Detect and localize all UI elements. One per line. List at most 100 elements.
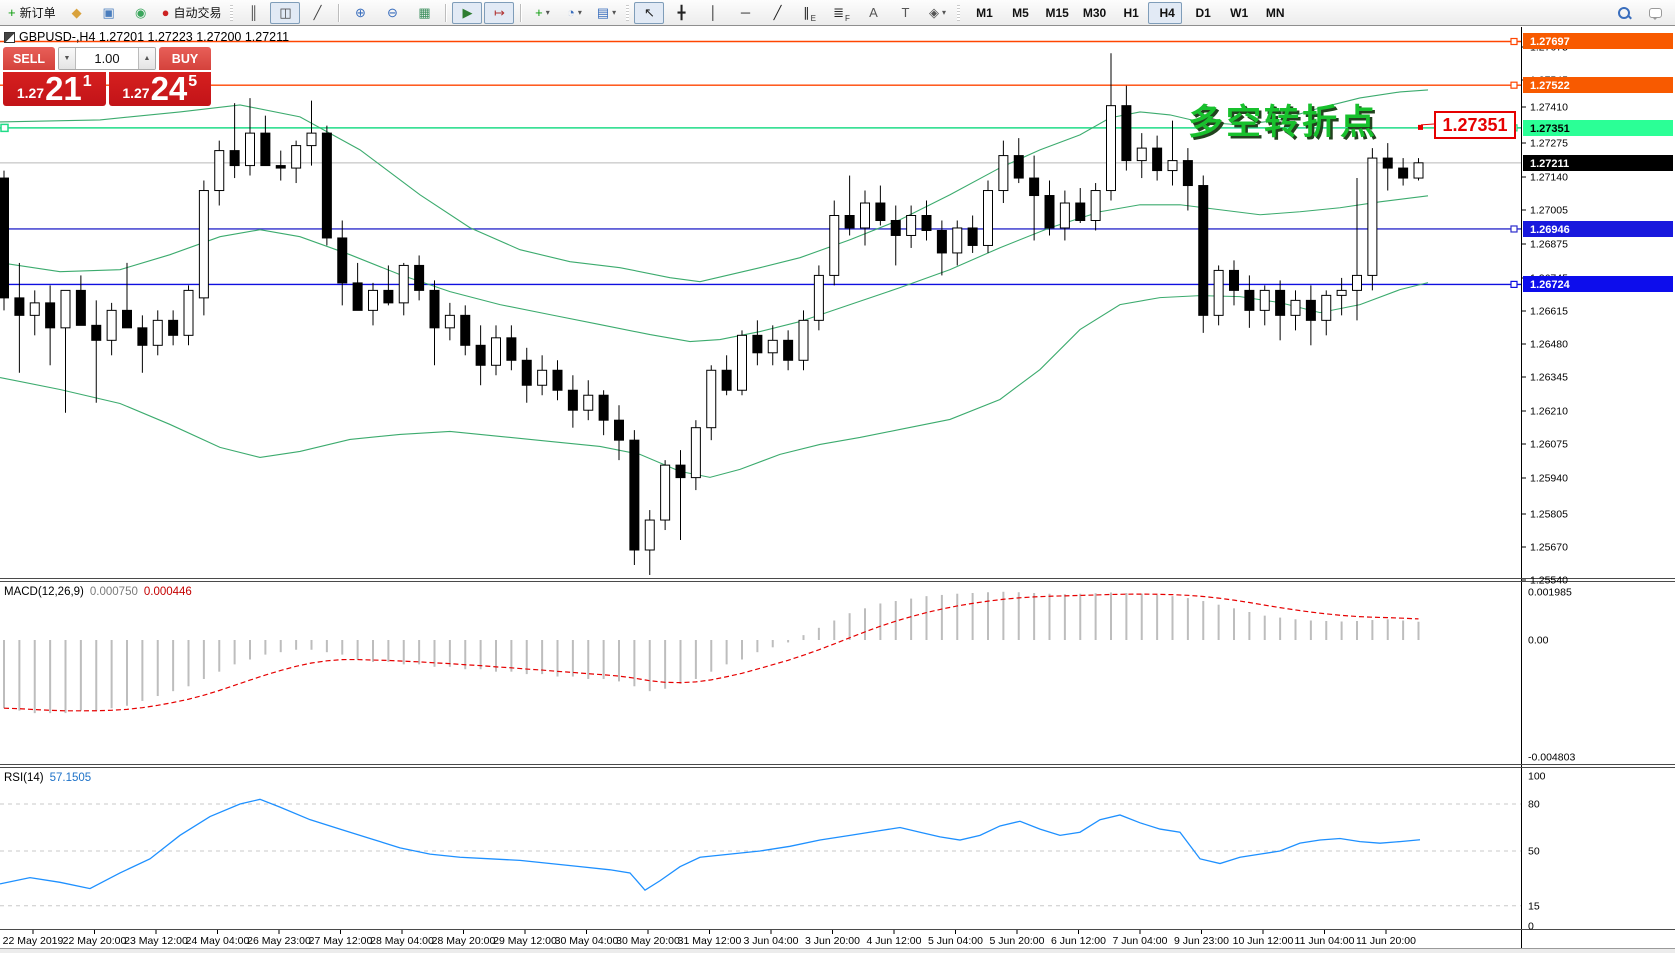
cursor-icon[interactable]: ↖: [634, 1, 665, 24]
svg-text:1.26075: 1.26075: [1530, 439, 1568, 451]
tile-windows-icon: ▦: [418, 5, 431, 20]
chart-canvas[interactable]: 1.276751.275451.274101.272751.271401.270…: [0, 27, 1675, 953]
svg-text:28 May 20:00: 28 May 20:00: [432, 935, 496, 947]
price-axis[interactable]: 1.276751.275451.274101.272751.271401.270…: [1521, 33, 1673, 933]
crosshair-icon[interactable]: ╋: [666, 2, 696, 24]
svg-text:1.26210: 1.26210: [1530, 406, 1568, 418]
macd-main-value: 0.000750: [89, 586, 138, 598]
auto-scroll-icon[interactable]: ▶: [452, 1, 483, 24]
svg-text:22 May 2019: 22 May 2019: [3, 935, 64, 947]
svg-text:27 May 12:00: 27 May 12:00: [309, 935, 373, 947]
autotrading-button[interactable]: ● 自动交易: [158, 2, 226, 24]
chart-shift-icon[interactable]: ↦: [484, 1, 515, 24]
profiles-icon[interactable]: ▣: [94, 2, 124, 24]
volume-down-button[interactable]: ▼: [59, 48, 76, 69]
chevron-down-icon[interactable]: ▾: [941, 8, 946, 17]
symbol-ohlc-text: GBPUSD-,H4 1.27201 1.27223 1.27200 1.272…: [19, 30, 290, 44]
zoom-in-icon[interactable]: ⊕: [345, 2, 375, 24]
arrows-icon[interactable]: ◈ ▾: [922, 2, 952, 24]
sell-price[interactable]: 1.27 21 1: [3, 72, 106, 106]
text-icon[interactable]: A: [858, 2, 888, 24]
zoom-out-icon[interactable]: ⊖: [377, 2, 407, 24]
svg-text:1.27697: 1.27697: [1530, 36, 1570, 48]
volume-stepper[interactable]: ▼ 1.00 ▲: [58, 47, 156, 70]
new-order-button[interactable]: + 新订单: [4, 2, 60, 24]
cursor-icon: ↖: [644, 5, 655, 20]
rsi-indicator-label: RSI(14) 57.1505: [4, 772, 91, 784]
timeframe-h4-label: H4: [1159, 5, 1175, 20]
svg-text:30 May 04:00: 30 May 04:00: [555, 935, 619, 947]
svg-text:80: 80: [1528, 799, 1540, 811]
buy-button[interactable]: BUY: [159, 47, 211, 70]
candlestick-chart-icon: ◫: [279, 5, 292, 20]
rsi-pane[interactable]: [0, 798, 1521, 907]
chevron-down-icon[interactable]: ▾: [612, 8, 617, 17]
chat-icon-button[interactable]: [1641, 2, 1671, 24]
svg-text:1.26946: 1.26946: [1530, 224, 1570, 236]
macd-pane[interactable]: [3, 591, 1420, 714]
svg-text:1.27005: 1.27005: [1530, 205, 1568, 217]
trendline-icon[interactable]: ╱: [762, 2, 792, 24]
timeframe-mn-label: MN: [1265, 5, 1285, 20]
signals-icon[interactable]: ◉: [126, 2, 156, 24]
svg-text:24 May 04:00: 24 May 04:00: [186, 935, 250, 947]
trendline-icon: ╱: [773, 5, 782, 20]
search-icon-button[interactable]: [1609, 2, 1639, 24]
svg-text:10 Jun 12:00: 10 Jun 12:00: [1233, 935, 1294, 947]
sell-price-pips: 21: [45, 70, 82, 108]
text-icon: A: [869, 5, 878, 20]
timeframe-m15-label: M15: [1045, 5, 1069, 20]
timeframe-w1[interactable]: W1: [1220, 2, 1254, 24]
indicators-icon[interactable]: + ▾: [527, 2, 557, 24]
timeframe-m30[interactable]: M30: [1075, 2, 1110, 24]
vertical-line-icon[interactable]: │: [698, 2, 728, 24]
svg-text:1.25540: 1.25540: [1530, 575, 1568, 587]
text-label-icon[interactable]: T: [890, 2, 920, 24]
svg-text:1.26345: 1.26345: [1530, 372, 1568, 384]
fibonacci-icon[interactable]: ≣ F: [826, 2, 856, 24]
buy-price-handle: 1.27: [122, 85, 150, 101]
bar-chart-icon[interactable]: ║: [238, 2, 268, 24]
timeframe-h1[interactable]: H1: [1112, 2, 1146, 24]
chevron-down-icon[interactable]: ▾: [577, 8, 582, 17]
autotrading-button-label: 自动交易: [173, 6, 222, 20]
sell-button[interactable]: SELL: [3, 47, 55, 70]
timeframe-h4[interactable]: H4: [1148, 1, 1183, 24]
equidistant-channel-icon[interactable]: ∥ E: [794, 2, 824, 24]
templates-icon[interactable]: ▤ ▾: [591, 2, 621, 24]
rsi-value: 57.1505: [49, 772, 92, 784]
profiles-icon: ▣: [102, 5, 115, 20]
timeframe-m5-label: M5: [1012, 5, 1029, 20]
tile-windows-icon[interactable]: ▦: [409, 2, 439, 24]
svg-text:7 Jun 04:00: 7 Jun 04:00: [1113, 935, 1168, 947]
toolbar-grip: [957, 4, 961, 21]
price-level-label[interactable]: 1.27351: [1434, 111, 1516, 139]
horizontal-line-icon[interactable]: ─: [730, 2, 760, 24]
one-click-trading-panel: SELL ▼ 1.00 ▲ BUY 1.27 21 1 1.27 24 5: [3, 47, 211, 106]
svg-text:1.27410: 1.27410: [1530, 102, 1568, 114]
timeframe-mn[interactable]: MN: [1256, 2, 1290, 24]
chevron-down-icon[interactable]: ▾: [545, 8, 550, 17]
svg-text:0.00: 0.00: [1528, 635, 1549, 647]
timeframe-m15[interactable]: M15: [1037, 2, 1072, 24]
svg-text:15: 15: [1528, 901, 1540, 913]
rsi-name: RSI(14): [4, 772, 44, 784]
volume-up-button[interactable]: ▲: [138, 48, 155, 69]
main-chart-plot[interactable]: [0, 37, 1521, 575]
candlestick-chart-icon[interactable]: ◫: [270, 1, 301, 24]
svg-text:9 Jun 23:00: 9 Jun 23:00: [1174, 935, 1229, 947]
text-label-icon: T: [901, 5, 910, 20]
new-chart-icon[interactable]: ◆: [62, 2, 92, 24]
crosshair-icon: ╋: [677, 5, 686, 20]
chart-annotation-text[interactable]: 多空转折点: [1188, 103, 1379, 142]
line-chart-icon[interactable]: ╱: [302, 2, 332, 24]
buy-price[interactable]: 1.27 24 5: [108, 72, 211, 106]
horizontal-line-icon: ─: [740, 5, 751, 20]
timeframe-d1[interactable]: D1: [1184, 2, 1218, 24]
timeframe-m1[interactable]: M1: [965, 2, 999, 24]
timeframe-m5[interactable]: M5: [1001, 2, 1035, 24]
volume-input[interactable]: 1.00: [94, 51, 120, 66]
periods-icon[interactable]: ◔ ▾: [559, 2, 589, 24]
